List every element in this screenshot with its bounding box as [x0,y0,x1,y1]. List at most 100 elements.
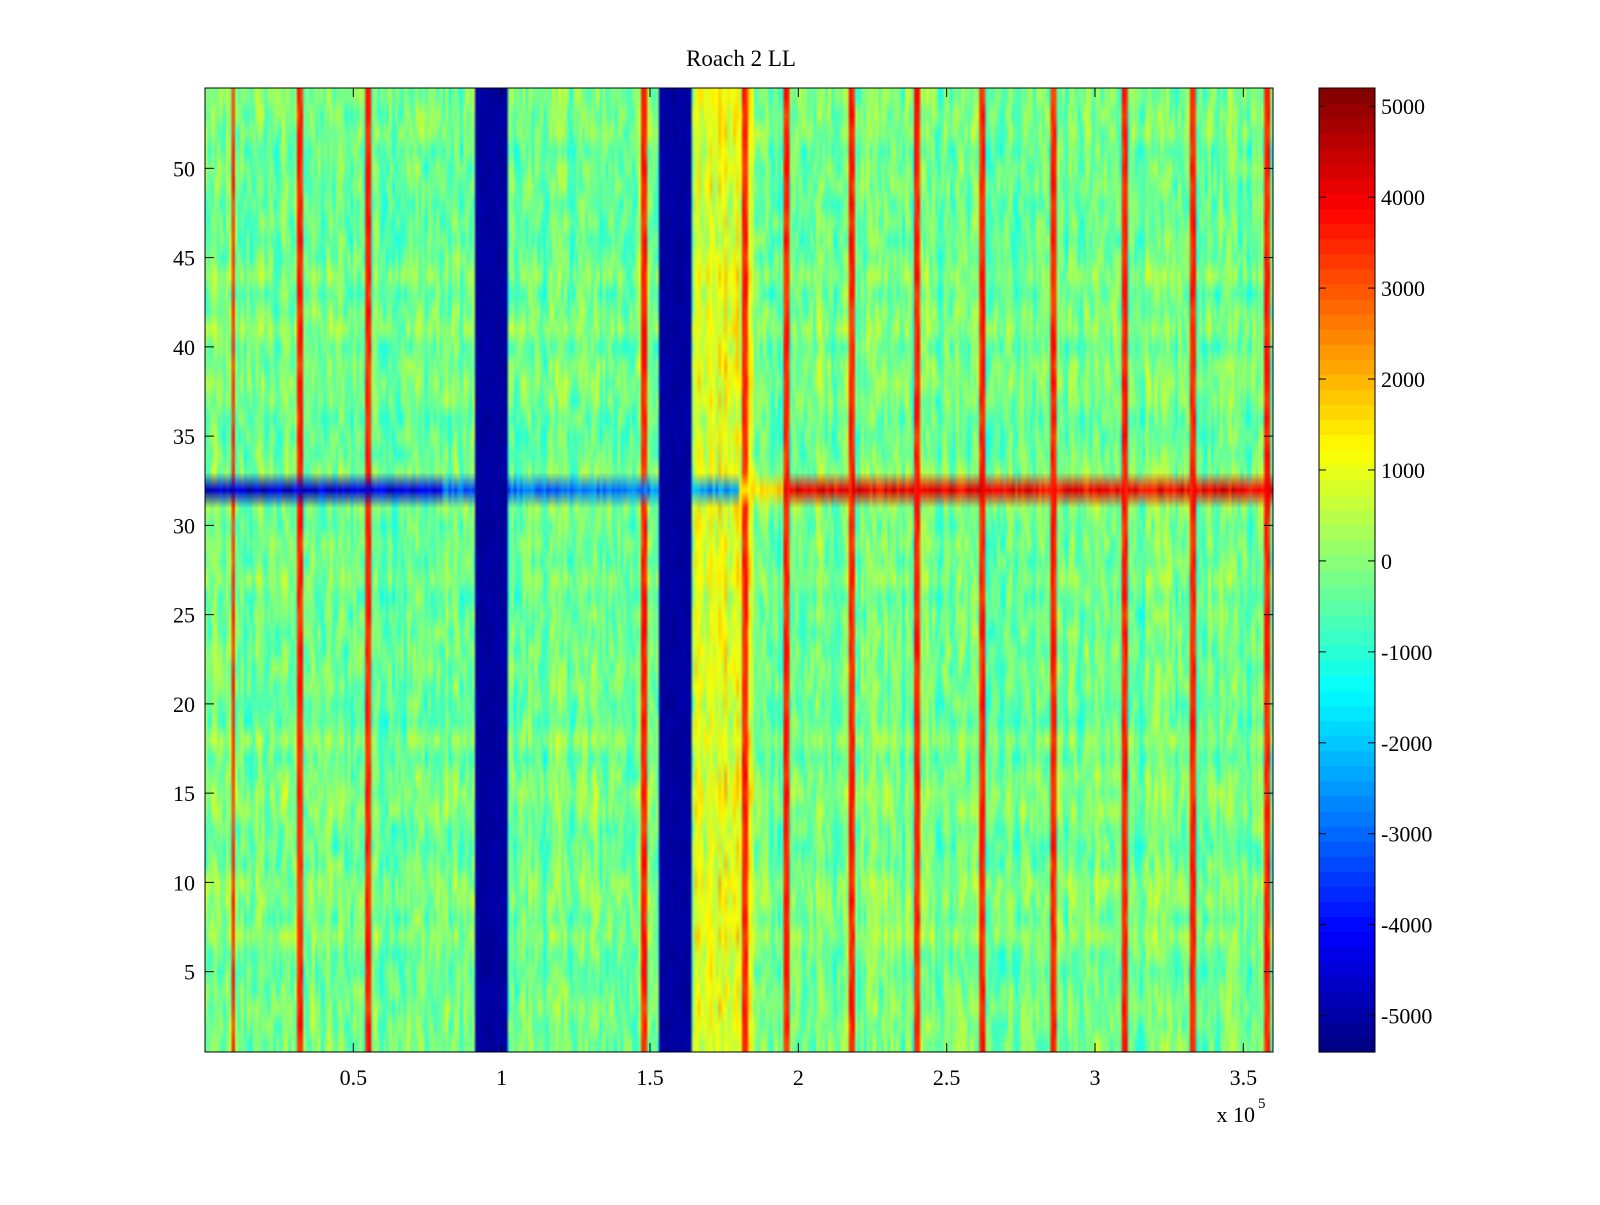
x-tick-label: 0.5 [340,1065,368,1090]
colorbar-swatch [1319,916,1375,933]
colorbar-swatch [1319,359,1375,375]
colorbar-swatch [1319,404,1375,420]
colorbar-swatch [1319,178,1375,195]
colorbar-swatch [1319,705,1375,722]
colorbar-swatch [1319,690,1375,707]
colorbar-swatch [1319,419,1375,436]
colorbar-swatch [1319,313,1375,330]
colorbar-swatch [1319,494,1375,511]
y-tick-label: 15 [173,781,195,806]
colorbar-tick-label: -3000 [1381,822,1432,847]
y-tick-label: 5 [184,960,195,985]
y-tick-label: 40 [173,335,195,360]
colorbar-swatch [1319,1036,1375,1053]
colorbar-swatch [1319,208,1375,225]
colorbar-swatch [1319,886,1375,902]
colorbar-tick-label: -4000 [1381,913,1432,938]
plot-area [205,88,1273,1052]
colorbar-swatch [1319,329,1375,345]
colorbar-tick-label: -2000 [1381,731,1432,756]
colorbar: -5000 -4000 -3000 -2000 -1000 0 1000 2000 3000 40… [1318,87,1432,1053]
colorbar-swatch [1319,268,1375,285]
colorbar-swatch [1319,283,1375,300]
y-tick-label: 20 [173,692,195,717]
colorbar-swatch [1319,554,1375,571]
colorbar-swatch [1319,946,1375,963]
colorbar-swatch [1319,223,1375,240]
colorbar-swatch [1319,434,1375,451]
colorbar-swatch [1319,133,1375,149]
colorbar-swatch [1319,163,1375,179]
colorbar-tick-label: 2000 [1381,367,1425,392]
colorbar-tick-label: -1000 [1381,640,1432,665]
colorbar-swatch [1319,871,1375,887]
x-tick-label: 2.5 [933,1065,961,1090]
colorbar-swatch [1319,88,1375,104]
colorbar-swatch [1319,645,1375,661]
colorbar-swatch [1319,841,1375,857]
colorbar-swatch [1319,585,1375,601]
colorbar-swatch [1319,735,1375,752]
y-tick-label: 30 [173,513,195,538]
colorbar-swatch [1319,780,1375,797]
colorbar-tick-label: 3000 [1381,276,1425,301]
chart-title: Roach 2 LL [686,46,796,71]
colorbar-swatch [1319,901,1375,918]
colorbar-tick-label: 1000 [1381,458,1425,483]
colorbar-swatch [1319,856,1375,872]
colorbar-tick-label: 5000 [1381,94,1425,119]
colorbar-tick-label: -5000 [1381,1004,1432,1029]
colorbar-swatch [1319,675,1375,692]
colorbar-swatch [1319,750,1375,767]
y-tick-label: 35 [173,424,195,449]
colorbar-tick-label: 0 [1381,549,1392,574]
x-axis-exponent-base: x 10 [1217,1102,1256,1127]
x-tick-label: 1 [496,1065,507,1090]
colorbar-swatch [1319,826,1375,842]
colorbar-swatch [1319,991,1375,1008]
x-axis: 0.5 1 1.5 2 2.5 3 3.5 [340,88,1258,1090]
colorbar-swatch [1319,118,1375,134]
colorbar-swatch [1319,524,1375,541]
colorbar-swatch [1319,660,1375,677]
x-tick-label: 3 [1090,1065,1101,1090]
y-tick-label: 25 [173,603,195,628]
plot-frame [204,87,1274,1053]
colorbar-swatch [1319,298,1375,315]
colorbar-swatch [1319,464,1375,481]
x-tick-label: 3.5 [1230,1065,1258,1090]
colorbar-swatch [1319,795,1375,812]
colorbar-swatch [1319,720,1375,737]
colorbar-swatch [1319,976,1375,993]
colorbar-swatch [1319,765,1375,782]
y-axis: 5 10 15 20 25 30 35 40 45 50 [173,156,1273,985]
x-tick-label: 1.5 [636,1065,664,1090]
colorbar-swatch [1319,1006,1375,1023]
colorbar-swatch [1319,615,1375,631]
colorbar-swatch [1319,344,1375,360]
colorbar-swatch [1319,253,1375,270]
colorbar-swatch [1319,148,1375,164]
x-tick-label: 2 [793,1065,804,1090]
colorbar-swatch [1319,931,1375,948]
colorbar-frame [1318,87,1376,1053]
colorbar-swatch [1319,193,1375,210]
heatmap-cells [205,88,1273,1052]
colorbar-swatch [1319,238,1375,255]
colorbar-swatch [1319,811,1375,827]
colorbar-swatch [1319,374,1375,390]
colorbar-swatch [1319,389,1375,405]
colorbar-swatch [1319,570,1375,586]
x-axis-exponent-power: 5 [1258,1096,1266,1112]
colorbar-swatch [1319,509,1375,526]
colorbar-swatch [1319,479,1375,496]
colorbar-swatch [1319,961,1375,978]
colorbar-swatch [1319,600,1375,616]
y-tick-label: 45 [173,246,195,271]
colorbar-swatch [1319,539,1375,556]
colorbar-swatch [1319,103,1375,119]
colorbar-tick-label: 4000 [1381,185,1425,210]
y-tick-label: 50 [173,156,195,181]
